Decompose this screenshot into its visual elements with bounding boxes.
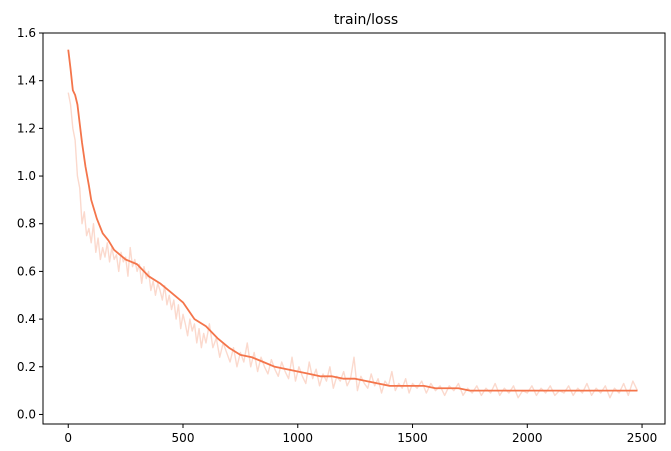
chart-title: train/loss (334, 12, 398, 28)
y-tick-label: 1.2 (17, 121, 36, 135)
x-tick-label: 2500 (627, 431, 658, 445)
plot-area: 0 500 1000 1500 2000 2500 0.0 0.2 0.4 0.6 0.8 1.0 1… (17, 26, 666, 445)
x-tick-label: 1000 (282, 431, 313, 445)
y-tick-label: 1.0 (17, 169, 36, 183)
series-layer (67, 49, 639, 399)
smoothed-loss-line (67, 49, 638, 392)
y-tick-label: 1.4 (17, 74, 36, 88)
y-axis: 0.0 0.2 0.4 0.6 0.8 1.0 1.2 1.4 1.6 (17, 26, 43, 421)
x-tick-label: 1500 (397, 431, 428, 445)
x-tick-label: 500 (172, 431, 195, 445)
y-tick-label: 0.6 (17, 264, 36, 278)
x-axis: 0 500 1000 1500 2000 2500 (64, 424, 657, 445)
y-tick-label: 0.4 (17, 312, 36, 326)
x-tick-label: 0 (64, 431, 72, 445)
raw-loss-line (67, 92, 639, 399)
x-tick-label: 2000 (512, 431, 543, 445)
y-tick-label: 0.8 (17, 217, 36, 231)
y-tick-label: 1.6 (17, 26, 36, 40)
axes-frame (42, 32, 666, 425)
y-tick-label: 0.0 (17, 407, 36, 421)
y-tick-label: 0.2 (17, 360, 36, 374)
